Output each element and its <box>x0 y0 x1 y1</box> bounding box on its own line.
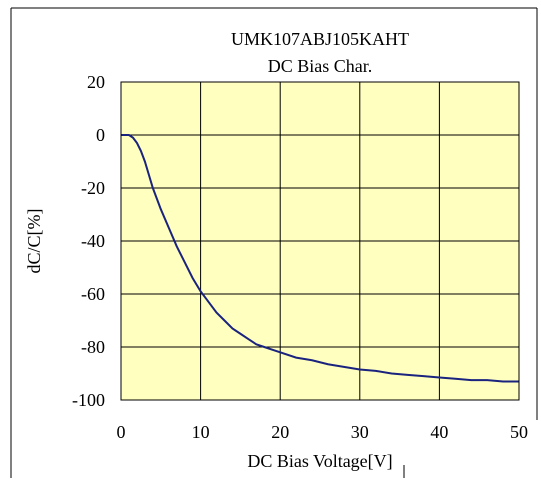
y-tick-label: -20 <box>81 178 105 198</box>
x-tick-label: 30 <box>351 422 369 442</box>
y-tick-label: -80 <box>81 337 105 357</box>
x-tick-label: 20 <box>271 422 289 442</box>
y-tick-label: -40 <box>81 231 105 251</box>
x-tick-label: 10 <box>192 422 210 442</box>
tick-layer: 0 10 20 30 40 50 20 0 -20 -40 -60 -80 -100 <box>72 72 528 442</box>
y-tick-label: -60 <box>81 284 105 304</box>
y-tick-label: -100 <box>72 390 105 410</box>
plot-border <box>120 81 520 401</box>
x-tick-label: 0 <box>117 422 126 442</box>
y-axis-label: dC/C[%] <box>24 209 44 274</box>
x-tick-label: 50 <box>510 422 528 442</box>
series-line <box>121 134 519 383</box>
x-axis-label: DC Bias Voltage[V] <box>247 451 392 471</box>
chart-subtitle: DC Bias Char. <box>268 56 373 76</box>
x-tick-label: 40 <box>430 422 448 442</box>
chart-title: UMK107ABJ105KAHT <box>231 29 409 49</box>
grid-layer <box>121 82 519 400</box>
y-tick-label: 0 <box>96 125 105 145</box>
y-tick-label: 20 <box>87 72 105 92</box>
